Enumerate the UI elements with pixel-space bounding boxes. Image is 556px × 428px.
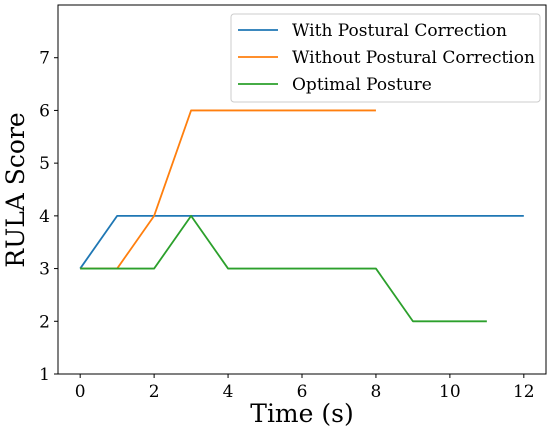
series-layer [79,109,524,323]
x-tick-label: 6 [297,382,308,402]
x-tick-label: 10 [439,382,461,402]
y-axis-label: RULA Score [1,112,30,267]
plot-frame [57,4,547,375]
y-tick-label: 4 [39,207,50,227]
y-tick-label: 3 [39,260,50,280]
x-axis-ticks: 0 2 4 6 8 10 12 [75,374,535,402]
legend-label: Optimal Posture [292,75,432,95]
y-tick-label: 7 [39,49,50,69]
legend-box [230,13,541,103]
legend-label: With Postural Correction [292,21,507,41]
x-tick-label: 2 [149,382,160,402]
x-tick-label: 8 [371,382,382,402]
x-tick-label: 12 [513,382,535,402]
legend: With Postural Correction Without Postural… [230,13,541,103]
y-tick-label: 2 [39,312,50,332]
series-without-postural-correction-line [80,109,376,270]
y-tick-label: 5 [39,154,50,174]
x-tick-label: 0 [75,382,86,402]
x-tick-label: 4 [223,382,234,402]
x-axis-label: Time (s) [250,399,353,428]
y-axis-ticks: 1 2 3 4 5 6 7 [39,49,58,385]
legend-label: Without Postural Correction [292,48,535,68]
y-tick-label: 1 [39,365,50,385]
series-optimal-posture-line [80,214,487,323]
y-tick-label: 6 [39,101,50,121]
legend-items: With Postural Correction Without Postural… [238,21,535,95]
